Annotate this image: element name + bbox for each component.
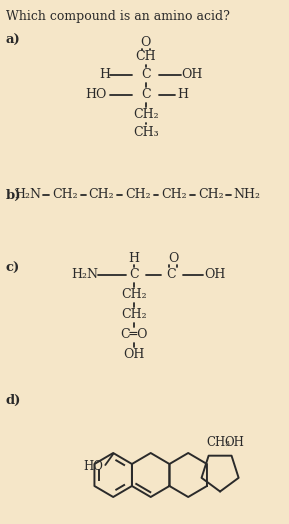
Text: CH₂: CH₂ <box>198 189 223 202</box>
Text: CH₃: CH₃ <box>133 126 158 138</box>
Text: NH₂: NH₂ <box>234 189 261 202</box>
Text: H: H <box>99 69 110 82</box>
Text: CH₃: CH₃ <box>207 435 231 449</box>
Text: CH₂: CH₂ <box>121 309 147 322</box>
Text: CH₂: CH₂ <box>125 189 151 202</box>
Text: d): d) <box>6 394 21 407</box>
Text: c): c) <box>6 261 20 275</box>
Text: C: C <box>141 89 151 102</box>
Text: H₂N: H₂N <box>71 268 98 281</box>
Text: OH: OH <box>224 435 244 449</box>
Text: O: O <box>140 36 151 49</box>
Text: OH: OH <box>123 348 144 362</box>
Text: H: H <box>177 89 188 102</box>
Text: CH₂: CH₂ <box>52 189 78 202</box>
Text: H₂N: H₂N <box>14 189 41 202</box>
Text: C: C <box>129 268 139 281</box>
Text: C: C <box>141 69 151 82</box>
Text: HO: HO <box>84 461 103 474</box>
Text: C═O: C═O <box>120 329 148 342</box>
Text: H: H <box>128 252 139 265</box>
Text: CH₂: CH₂ <box>88 189 114 202</box>
Text: O: O <box>168 252 178 265</box>
Text: CH₂: CH₂ <box>161 189 187 202</box>
Text: CH: CH <box>135 50 156 63</box>
Text: OH: OH <box>204 268 225 281</box>
Text: CH₂: CH₂ <box>133 108 158 122</box>
Text: CH₂: CH₂ <box>121 289 147 301</box>
Text: C: C <box>166 268 176 281</box>
Text: OH: OH <box>181 69 203 82</box>
Text: Which compound is an amino acid?: Which compound is an amino acid? <box>6 10 230 23</box>
Text: HO: HO <box>86 89 107 102</box>
Text: b): b) <box>6 189 21 202</box>
Text: a): a) <box>6 34 21 47</box>
